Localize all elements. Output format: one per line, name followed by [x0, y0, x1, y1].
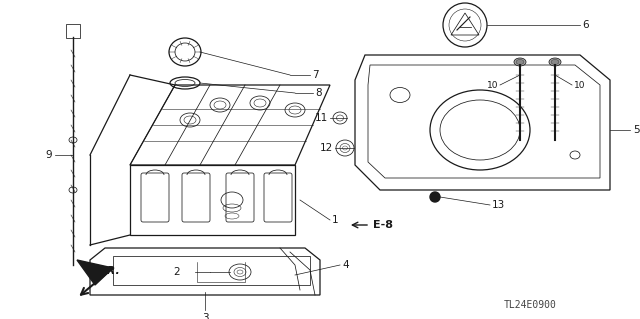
- Text: TL24E0900: TL24E0900: [504, 300, 556, 310]
- Ellipse shape: [514, 58, 526, 66]
- Ellipse shape: [516, 60, 524, 64]
- Text: 13: 13: [492, 200, 505, 210]
- Polygon shape: [77, 260, 113, 285]
- Text: FR.: FR.: [100, 266, 121, 276]
- Text: 6: 6: [582, 20, 589, 30]
- Text: E-8: E-8: [373, 220, 393, 230]
- Text: 10: 10: [486, 80, 498, 90]
- Text: 4: 4: [342, 260, 349, 270]
- Ellipse shape: [551, 60, 559, 64]
- Text: 10: 10: [574, 80, 586, 90]
- Text: 1: 1: [332, 215, 339, 225]
- Text: 12: 12: [320, 143, 333, 153]
- Circle shape: [430, 192, 440, 202]
- Text: 11: 11: [315, 113, 328, 123]
- Text: 9: 9: [45, 150, 52, 160]
- Text: 2: 2: [173, 267, 180, 277]
- Text: 3: 3: [202, 313, 208, 319]
- Ellipse shape: [549, 58, 561, 66]
- Text: 8: 8: [315, 88, 322, 98]
- Text: 5: 5: [633, 125, 639, 135]
- Text: 7: 7: [312, 70, 319, 80]
